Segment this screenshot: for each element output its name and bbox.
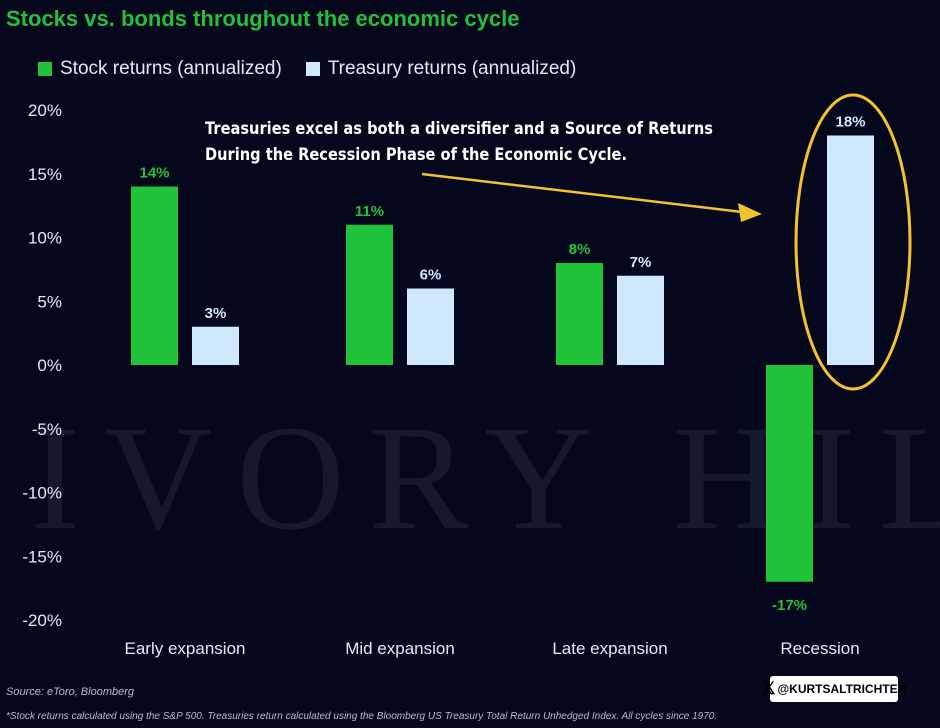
social-handle-badge: 𝕏 @KURTSALTRICHTER [762,676,906,702]
bar-labels: 14% 11% 8% -17% 3% 6% 7% 18% [139,114,865,614]
bar-treasury-3 [827,135,874,365]
annotation-text: Treasuries excel as both a diversifier a… [205,116,713,168]
x-tick-label: Mid expansion [345,639,455,658]
y-tick-label: 10% [28,229,62,248]
data-label-treasury-1: 6% [420,267,442,284]
y-tick-label: 5% [37,292,62,311]
bar-treasury-2 [617,275,664,365]
data-label-treasury-2: 7% [630,254,652,271]
legend-swatch-treasury [305,62,320,76]
x-axis-labels: Early expansion Mid expansion Late expansi… [125,639,860,658]
data-label-stock-1: 11% [355,203,384,220]
data-label-stock-2: 8% [569,241,591,258]
data-label-treasury-3: 18% [835,114,865,131]
x-tick-label: Early expansion [125,639,246,658]
annotation-arrow [421,172,762,222]
x-tick-label: Recession [780,639,859,658]
bar-stock-1 [346,224,393,365]
y-tick-label: -15% [22,547,62,566]
legend-label-treasury: Treasury returns (annualized) [327,58,577,79]
annotation-line-1: Treasuries excel as both a diversifier a… [205,119,713,139]
source-text: Source: eToro, Bloomberg [6,686,134,698]
legend-item-stock: Stock returns (annualized) [38,58,282,80]
footnote-text: *Stock returns calculated using the S&P … [6,711,718,722]
legend-swatch-stock [38,62,52,76]
bars [131,135,874,582]
highlight-ellipse [794,93,912,391]
y-tick-label: -5% [32,420,62,439]
data-label-stock-0: 14% [139,165,169,182]
legend-label-stock: Stock returns (annualized) [60,58,282,79]
bar-stock-0 [131,186,178,365]
data-label-treasury-0: 3% [205,305,227,322]
social-handle-text: @KURTSALTRICHTER [777,682,907,696]
legend: Stock returns (annualized) Treasury retu… [38,58,600,80]
annotation-line-2: During the Recession Phase of the Econom… [205,145,628,165]
y-axis-ticks: 20% 15% 10% 5% 0% -5% -10% -15% -20% [22,101,62,630]
y-tick-label: 0% [37,356,62,375]
chart-title: Stocks vs. bonds throughout the economic… [6,6,520,31]
data-label-stock-3: -17% [772,597,807,614]
y-tick-label: 15% [28,165,62,184]
legend-item-treasury: Treasury returns (annualized) [305,58,577,80]
y-tick-label: 20% [28,101,62,120]
y-tick-label: -10% [22,484,62,503]
bar-stock-2 [556,263,603,365]
bar-treasury-1 [407,288,454,365]
x-logo-icon: 𝕏 [761,679,776,698]
bar-stock-3 [766,365,813,582]
y-tick-label: -20% [22,611,62,630]
x-tick-label: Late expansion [552,639,667,658]
bar-treasury-0 [192,326,239,365]
